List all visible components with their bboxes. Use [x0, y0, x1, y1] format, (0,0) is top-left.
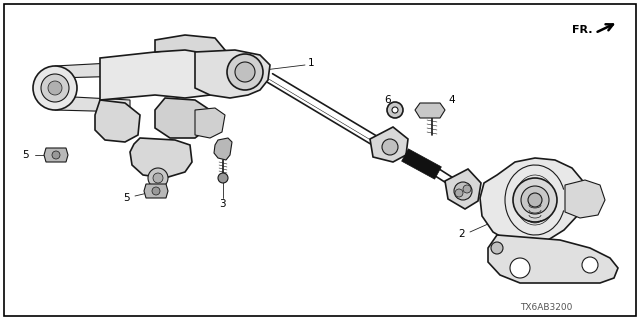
Polygon shape — [402, 149, 442, 179]
Polygon shape — [565, 180, 605, 218]
Circle shape — [153, 173, 163, 183]
Circle shape — [521, 186, 549, 214]
Polygon shape — [195, 108, 225, 138]
Circle shape — [513, 178, 557, 222]
Circle shape — [48, 81, 62, 95]
Text: FR.: FR. — [572, 25, 593, 35]
Text: 3: 3 — [219, 199, 226, 209]
Circle shape — [382, 139, 398, 155]
Polygon shape — [44, 148, 68, 162]
Text: 6: 6 — [384, 95, 390, 105]
Circle shape — [463, 185, 471, 193]
Polygon shape — [370, 127, 408, 162]
Circle shape — [528, 193, 542, 207]
Polygon shape — [100, 48, 230, 100]
Text: TX6AB3200: TX6AB3200 — [520, 303, 572, 313]
Polygon shape — [488, 235, 618, 283]
Text: 1: 1 — [308, 58, 315, 68]
Polygon shape — [130, 138, 192, 178]
Circle shape — [392, 107, 398, 113]
Text: 4: 4 — [448, 95, 454, 105]
Text: 5: 5 — [22, 150, 29, 160]
Polygon shape — [95, 100, 140, 142]
Polygon shape — [155, 98, 210, 138]
Circle shape — [235, 62, 255, 82]
Text: 2: 2 — [458, 229, 465, 239]
Polygon shape — [480, 158, 584, 244]
Circle shape — [152, 187, 160, 195]
Circle shape — [33, 66, 77, 110]
Polygon shape — [144, 184, 168, 198]
Circle shape — [52, 151, 60, 159]
Polygon shape — [55, 96, 130, 112]
Polygon shape — [155, 35, 225, 55]
Circle shape — [41, 74, 69, 102]
Circle shape — [148, 168, 168, 188]
Circle shape — [218, 173, 228, 183]
Circle shape — [387, 102, 403, 118]
Polygon shape — [415, 103, 445, 118]
Circle shape — [454, 182, 472, 200]
Circle shape — [582, 257, 598, 273]
Circle shape — [491, 242, 503, 254]
Circle shape — [510, 258, 530, 278]
Circle shape — [455, 189, 463, 197]
Circle shape — [227, 54, 263, 90]
Polygon shape — [445, 169, 481, 209]
Text: 5: 5 — [123, 193, 130, 203]
Polygon shape — [195, 50, 270, 98]
Polygon shape — [55, 62, 130, 78]
Polygon shape — [214, 138, 232, 160]
